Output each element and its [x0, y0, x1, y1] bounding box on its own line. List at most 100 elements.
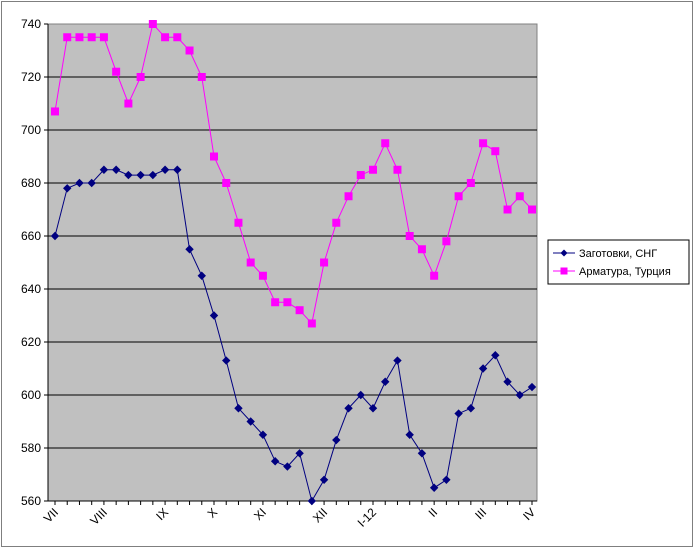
series-billets-point — [319, 475, 329, 485]
y-tick-label: 620 — [21, 335, 41, 349]
y-tick-label: 680 — [21, 176, 41, 190]
series-billets-point — [381, 377, 390, 386]
series-rebar-point — [222, 179, 231, 187]
x-tick-label: IX — [153, 505, 171, 523]
series-rebar-point — [442, 237, 451, 246]
legend-rebar-marker — [560, 267, 568, 275]
series-rebar-point — [528, 205, 536, 214]
series-billets-point — [99, 165, 109, 174]
x-tick-label: X — [205, 505, 221, 521]
series-billets-point — [503, 377, 512, 386]
series-billets-point — [246, 417, 255, 426]
series-billets-point — [527, 382, 537, 392]
y-tick-label: 560 — [21, 494, 41, 508]
series-rebar-point — [124, 99, 133, 108]
series-rebar-point — [332, 218, 341, 227]
series-rebar-line — [54, 22, 533, 325]
series-billets-point — [197, 271, 206, 280]
y-tick-label: 580 — [21, 441, 41, 455]
x-tick-label: IV — [520, 505, 538, 523]
series-billets-point — [234, 404, 243, 413]
series-billets-point — [283, 462, 292, 471]
series-billets-point — [185, 245, 194, 254]
plot-area — [47, 23, 538, 502]
series-rebar-point — [417, 245, 426, 254]
series-billets-point — [173, 165, 182, 174]
series-billets-point — [50, 231, 60, 241]
y-tick-label: 700 — [21, 123, 41, 137]
series-rebar-point — [479, 139, 488, 148]
series-rebar-point — [503, 205, 512, 214]
series-billets-point — [209, 311, 219, 320]
series-rebar-point — [320, 258, 329, 267]
x-tick-label: II — [426, 505, 441, 520]
series-rebar-point — [283, 298, 292, 307]
series-rebar-point — [271, 298, 280, 307]
series-billets-point — [442, 475, 451, 485]
series-billets-point — [270, 457, 280, 466]
series-billets-point — [405, 430, 414, 439]
series-billets-point — [258, 430, 268, 439]
series-rebar-point — [185, 46, 194, 55]
series-rebar-point — [173, 33, 182, 42]
series-rebar-point — [466, 179, 475, 187]
series-billets-point — [222, 356, 231, 365]
series-rebar-point — [161, 33, 170, 42]
x-tick-label: III — [472, 505, 489, 522]
y-tick-label: 600 — [21, 388, 41, 402]
series-billets-point — [356, 390, 365, 400]
series-billets-point — [307, 496, 317, 506]
series-rebar-point — [295, 306, 304, 315]
x-tick-label: XII — [310, 505, 330, 525]
plot-background — [47, 23, 538, 502]
y-tick-label: 640 — [21, 282, 41, 296]
series-rebar-point — [307, 319, 316, 328]
series-billets-point — [124, 170, 133, 180]
series-billets-point — [344, 404, 353, 413]
series-billets-point — [75, 178, 84, 188]
series-rebar-point — [75, 33, 84, 42]
series-rebar-point — [51, 107, 59, 116]
series-rebar-point — [234, 218, 243, 227]
series-billets-point — [87, 178, 96, 188]
legend-billets-marker — [560, 249, 568, 257]
series-rebar-point — [258, 271, 267, 280]
series-billets-point — [295, 449, 304, 458]
legend-rebar-label: Арматура, Турция — [579, 266, 671, 278]
series-rebar-point — [148, 20, 157, 28]
legend-billets-label: Заготовки, СНГ — [579, 248, 657, 260]
series-rebar-point — [381, 139, 390, 148]
series-rebar-point — [63, 33, 72, 42]
series-rebar-point — [405, 232, 414, 240]
series-billets-point — [466, 404, 476, 413]
series-rebar-point — [454, 192, 463, 201]
series-billets-point — [136, 170, 145, 180]
series-rebar-point — [344, 192, 353, 201]
series-billets-point — [332, 435, 341, 445]
x-tick-label: I-12 — [355, 505, 380, 530]
y-tick-label: 740 — [21, 17, 41, 31]
series-rebar-point — [515, 192, 524, 201]
series-billets-point — [368, 404, 378, 413]
series-billets-point — [111, 165, 121, 174]
series-billets-point — [393, 356, 402, 365]
series-rebar-point — [393, 165, 402, 174]
legend: Заготовки, СНГ Арматура, Турция — [547, 239, 690, 285]
series-rebar-point — [356, 171, 365, 180]
x-tick-label: VII — [41, 505, 61, 525]
legend-box — [547, 239, 690, 285]
series-billets-point — [478, 364, 488, 373]
series-billets-point — [417, 449, 427, 458]
series-rebar-point — [246, 258, 255, 267]
x-tick-label: VIII — [87, 505, 110, 528]
series-billets-line — [54, 169, 533, 503]
series-layer — [50, 20, 537, 506]
series-billets-point — [148, 170, 158, 180]
y-tick-label: 720 — [21, 70, 41, 84]
series-rebar-point — [210, 152, 218, 161]
series-rebar-point — [99, 33, 108, 42]
series-billets-point — [429, 483, 439, 492]
series-billets-point — [515, 390, 524, 400]
